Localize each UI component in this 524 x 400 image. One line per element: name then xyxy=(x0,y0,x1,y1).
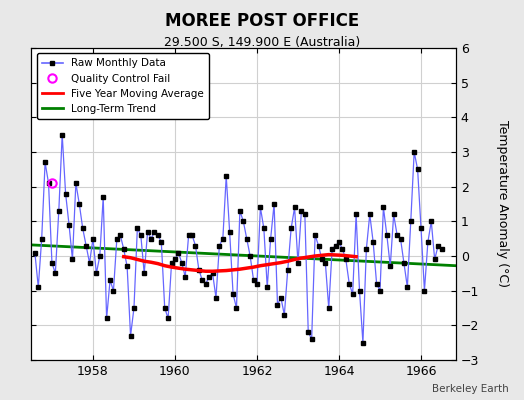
Y-axis label: Temperature Anomaly (°C): Temperature Anomaly (°C) xyxy=(496,120,509,288)
Legend: Raw Monthly Data, Quality Control Fail, Five Year Moving Average, Long-Term Tren: Raw Monthly Data, Quality Control Fail, … xyxy=(37,53,209,119)
Text: 29.500 S, 149.900 E (Australia): 29.500 S, 149.900 E (Australia) xyxy=(164,36,360,49)
Text: Berkeley Earth: Berkeley Earth xyxy=(432,384,508,394)
Text: MOREE POST OFFICE: MOREE POST OFFICE xyxy=(165,12,359,30)
